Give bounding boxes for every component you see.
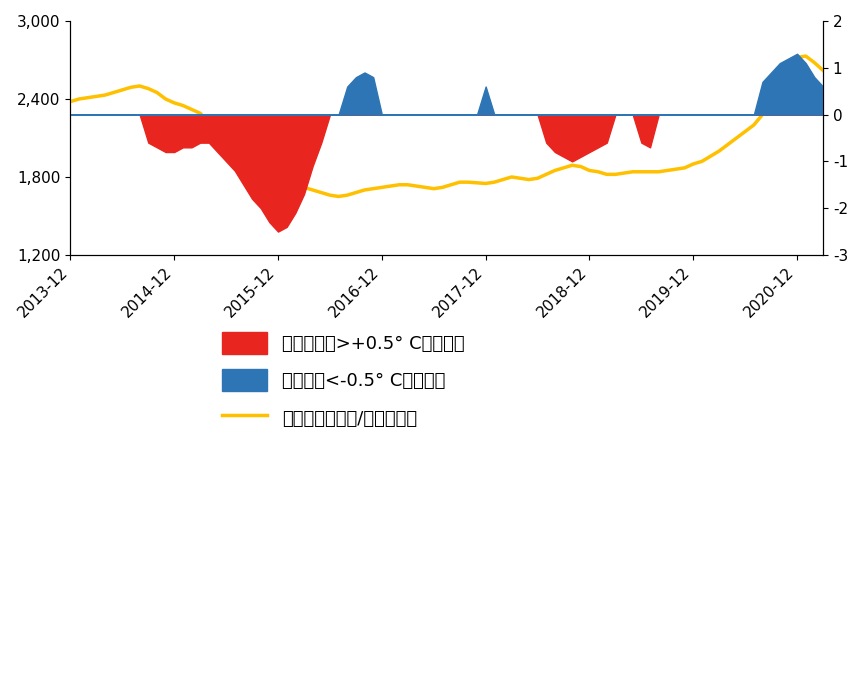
Legend: 厄尔尼诺（>+0.5° C，右轴）, 拉尼娜（<-0.5° C，右轴）, 玉米市场价（元/吨，左轴）: 厄尔尼诺（>+0.5° C，右轴）, 拉尼娜（<-0.5° C，右轴）, 玉米市… [215, 325, 471, 436]
